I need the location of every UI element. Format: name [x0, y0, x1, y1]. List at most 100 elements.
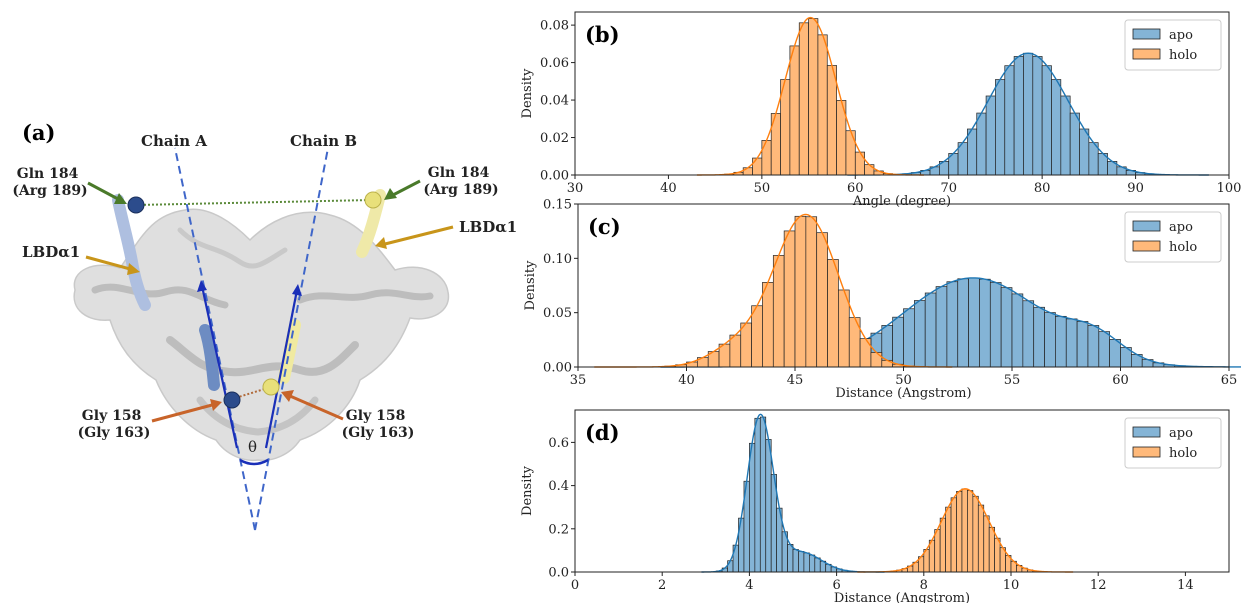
bar-apo	[1069, 112, 1080, 176]
y-axis-label: Density	[520, 68, 535, 119]
bar-apo	[1023, 52, 1034, 176]
panel-a-label: (a)	[22, 120, 55, 145]
bar-apo	[798, 551, 805, 573]
bar-holo	[983, 515, 990, 573]
x-tick-label: 50	[754, 181, 771, 196]
legend-label-holo: holo	[1169, 446, 1197, 461]
bar-holo	[817, 34, 828, 176]
y-tick-label: 0.08	[540, 19, 569, 34]
chain-b-label: Chain B	[290, 132, 357, 150]
bar-apo	[727, 560, 734, 573]
bar-holo	[859, 338, 872, 368]
x-tick-label: 14	[1177, 578, 1194, 593]
bar-apo	[979, 278, 991, 368]
gly-right-label: Gly 158 (Gly 163)	[342, 408, 415, 441]
panel-label: (c)	[588, 214, 621, 239]
bar-apo	[976, 112, 987, 176]
x-axis-label: Distance (Angstrom)	[834, 591, 970, 603]
gln-right-label: Gln 184 (Arg 189)	[423, 165, 498, 198]
bar-apo	[1087, 325, 1100, 368]
bar-apo	[765, 439, 772, 573]
kde-line-apo	[847, 52, 1209, 176]
bar-apo	[1000, 287, 1013, 368]
bar-holo	[827, 259, 839, 368]
x-tick-label: 100	[1217, 181, 1241, 196]
bar-apo	[1011, 293, 1024, 368]
gln-left-arrow	[87, 181, 127, 204]
bar-holo	[956, 491, 963, 573]
gly-connector-line	[231, 386, 272, 400]
bar-apo	[803, 552, 810, 573]
bar-apo	[1076, 321, 1089, 368]
bar-holo	[961, 488, 968, 573]
x-tick-label: 4	[745, 578, 753, 593]
chain-b-vector-arrow	[264, 289, 299, 449]
bar-holo	[751, 305, 763, 368]
x-tick-label: 12	[1090, 578, 1107, 593]
y-axis-label: Density	[520, 465, 535, 516]
bar-apo	[1055, 315, 1067, 368]
y-axis-label: Density	[523, 260, 538, 311]
legend-swatch-apo	[1132, 28, 1161, 40]
bar-holo	[762, 282, 774, 368]
bar-holo	[742, 167, 753, 176]
bar-holo	[783, 230, 796, 368]
bar-apo	[792, 549, 799, 573]
x-tick-label: 65	[1221, 373, 1238, 388]
x-tick-label: 30	[567, 181, 584, 196]
bar-apo	[1013, 56, 1024, 176]
legend-swatch-holo	[1132, 446, 1161, 458]
bar-apo	[1051, 79, 1062, 176]
bar-holo	[977, 504, 985, 573]
y-tick-label: 0.00	[543, 361, 572, 376]
bar-apo	[946, 281, 959, 368]
bar-apo	[1041, 65, 1052, 176]
lbd-right-arrow	[375, 225, 454, 249]
gly-chain-a-sphere	[223, 391, 241, 409]
bar-holo	[789, 45, 800, 176]
panel-label: (b)	[585, 22, 620, 47]
bar-apo	[808, 554, 816, 573]
bar-apo	[967, 128, 978, 176]
panel-label: (d)	[585, 420, 620, 445]
bar-apo	[1060, 95, 1071, 176]
bar-holo	[729, 334, 742, 368]
gly-right-arrow	[281, 390, 344, 421]
bar-holo	[805, 216, 818, 368]
x-tick-label: 50	[895, 373, 912, 388]
y-tick-label: 0.02	[540, 131, 569, 146]
bar-holo	[794, 215, 807, 368]
chain-a-label: Chain A	[141, 132, 207, 150]
bar-holo	[798, 22, 809, 176]
structure-panel: (a) Chain A Chain B θ Gln 184 (Arg 189) …	[12, 120, 517, 531]
bar-holo	[826, 65, 837, 176]
x-tick-label: 10	[1003, 578, 1020, 593]
gly-left-label: Gly 158 (Gly 163)	[78, 408, 151, 441]
bar-apo	[985, 95, 996, 176]
y-tick-label: 0.06	[540, 56, 569, 71]
chain-a-axis-line	[174, 147, 256, 531]
bar-holo	[870, 352, 883, 368]
legend-label-holo: holo	[1169, 240, 1197, 255]
lbd-left-arrow	[85, 255, 140, 275]
kde-line-holo	[857, 488, 1074, 573]
bar-holo	[994, 537, 1001, 573]
bar-holo	[950, 497, 957, 573]
bar-holo	[808, 18, 819, 176]
bar-holo	[740, 322, 752, 368]
bar-apo	[787, 543, 794, 573]
legend-swatch-apo	[1132, 426, 1161, 438]
y-tick-label: 0.2	[548, 522, 569, 537]
bar-apo	[968, 277, 980, 368]
histogram-panel-d: 0 2 4 6 8 10 12 14 0.0 0.2 0.4 0.6 Distance (Angstro…	[520, 409, 1230, 603]
bar-apo	[935, 286, 948, 368]
bar-holo	[939, 517, 946, 573]
bar-apo	[924, 292, 937, 368]
lbd-right-label: LBDα1	[459, 218, 517, 236]
lbd-left-label: LBDα1	[22, 243, 80, 261]
bar-holo	[752, 157, 763, 176]
x-tick-label: 60	[847, 181, 864, 196]
theta-label: θ	[248, 438, 257, 456]
bar-apo	[892, 316, 904, 368]
bar-holo	[816, 232, 828, 368]
